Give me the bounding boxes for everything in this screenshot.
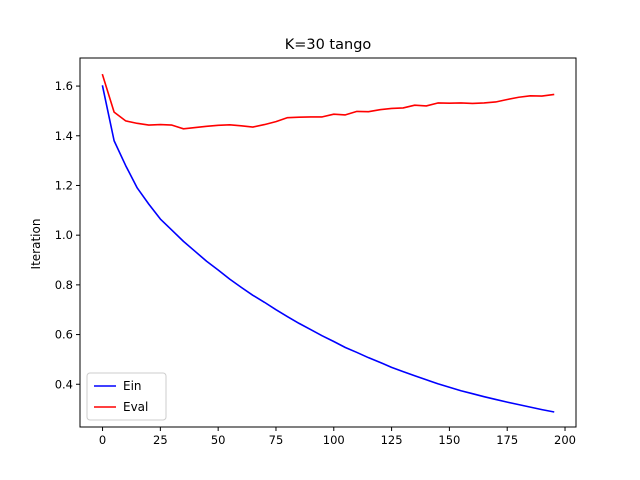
x-tick-label: 125	[381, 433, 403, 447]
y-tick-label: 0.8	[55, 278, 73, 292]
y-axis-label: Iteration	[29, 219, 43, 270]
y-tick-label: 0.6	[55, 328, 73, 342]
y-tick-label: 0.4	[55, 377, 73, 391]
chart-title: K=30 tango	[285, 37, 372, 53]
legend-label-eval: Eval	[123, 400, 148, 414]
legend-box	[86, 372, 167, 421]
y-tick-label: 1.4	[55, 129, 73, 143]
series-line-eval	[101, 73, 555, 130]
plot-frame	[79, 57, 577, 428]
x-tick-label: 100	[323, 433, 345, 447]
y-tick-label: 1.2	[55, 178, 73, 192]
series-line-ein	[101, 85, 555, 413]
x-tick-label: 50	[211, 433, 226, 447]
y-tick-label: 1.0	[55, 228, 73, 242]
plot-area: 0 25 50 75 100 125 150 175 200 0.4 0.6 0.8 1.0 1.2 1.4…	[55, 57, 577, 447]
y-tick-label: 1.6	[55, 79, 73, 93]
x-tick-label: 150	[438, 433, 460, 447]
legend-label-ein: Ein	[123, 379, 142, 393]
x-tick-label: 75	[269, 433, 284, 447]
x-tick-label: 0	[99, 433, 106, 447]
legend: Ein Eval	[86, 372, 167, 421]
x-tick-label: 25	[153, 433, 168, 447]
x-tick-label: 200	[554, 433, 576, 447]
x-tick-label: 175	[496, 433, 518, 447]
